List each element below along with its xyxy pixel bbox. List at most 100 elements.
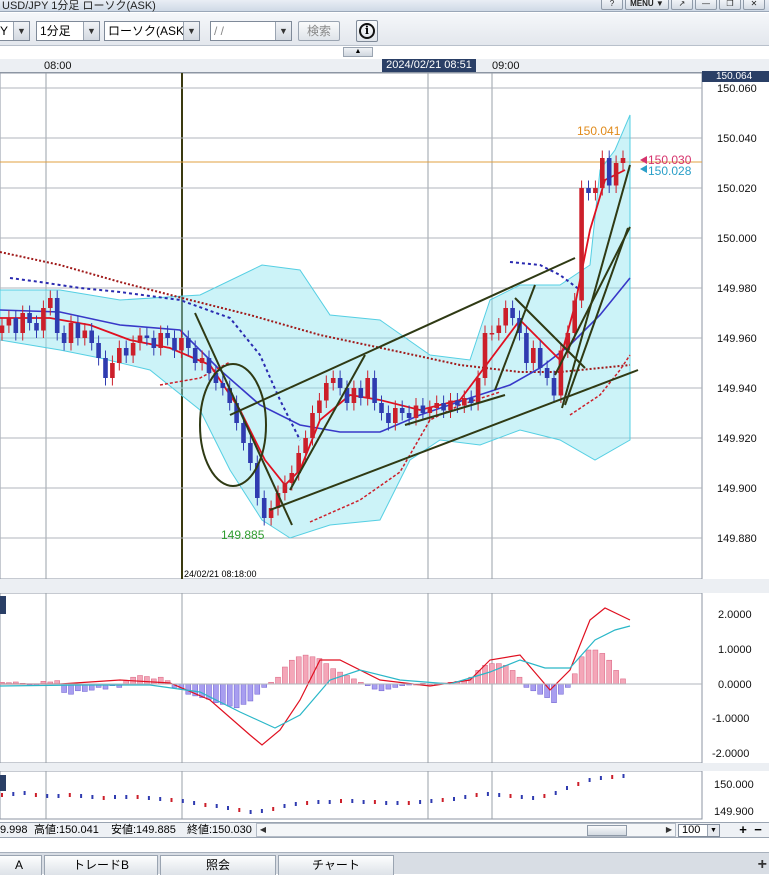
- add-tab-icon[interactable]: +: [757, 856, 767, 873]
- date-input[interactable]: / / ▼: [210, 21, 292, 41]
- candle-body: [310, 413, 315, 438]
- macd-histogram-bar: [233, 683, 240, 709]
- chevron-down-icon[interactable]: ▼: [83, 22, 99, 40]
- candle-body: [462, 398, 467, 406]
- chart-type-select[interactable]: ローソク(ASK) ▼: [104, 21, 200, 41]
- info-button[interactable]: i: [356, 20, 378, 42]
- zoom-value: 100: [682, 824, 701, 836]
- candle-body: [427, 408, 433, 413]
- chevron-down-icon[interactable]: ▼: [183, 22, 199, 40]
- minimize-button[interactable]: —: [695, 0, 717, 10]
- search-button[interactable]: 検索: [298, 21, 340, 41]
- macd-histogram-bar: [592, 649, 599, 685]
- macd-histogram-bar: [571, 673, 578, 685]
- macd-panel[interactable]: [0, 592, 703, 764]
- collapse-toolbar-button[interactable]: ▲: [343, 47, 373, 57]
- candle-body: [586, 188, 591, 193]
- symbol-select-value: Y: [0, 24, 9, 38]
- panel-splitter[interactable]: [0, 579, 769, 593]
- candle-body: [268, 508, 274, 518]
- candle-body: [489, 333, 495, 335]
- candle-body: [48, 298, 53, 308]
- price-tick-label: 149.960: [717, 333, 757, 345]
- time-tick: 08:00: [44, 60, 72, 72]
- close-button[interactable]: ✕: [743, 0, 765, 10]
- macd-histogram-bar: [509, 670, 516, 685]
- title-bar: USD/JPY 1分足 ローソク(ASK) ? MENU ▼ ↗ — ❐ ✕: [0, 0, 769, 12]
- symbol-select[interactable]: Y ▼: [0, 21, 30, 41]
- macd-histogram-bar: [289, 659, 295, 685]
- tab-a[interactable]: A: [0, 855, 42, 875]
- chevron-down-icon[interactable]: ▼: [275, 22, 291, 40]
- popout-button[interactable]: ↗: [671, 0, 693, 10]
- candle-body: [172, 338, 177, 351]
- candle-body: [482, 333, 488, 378]
- candle-body: [144, 335, 150, 338]
- macd-histogram-bar: [530, 683, 537, 692]
- candle-body: [365, 378, 370, 398]
- price-tick-label: 149.880: [717, 533, 757, 545]
- cursor-price-label: 150.064: [702, 71, 769, 82]
- macd-histogram-bar: [275, 676, 281, 685]
- scrollbar-thumb[interactable]: [587, 825, 627, 836]
- panel-handle[interactable]: [0, 596, 6, 614]
- candle-body: [441, 403, 446, 411]
- candle-body: [27, 313, 32, 323]
- interval-select[interactable]: 1分足 ▼: [36, 21, 100, 41]
- candle-body: [337, 378, 343, 388]
- scroll-right-icon[interactable]: ▶: [665, 825, 673, 834]
- trendline-upper: [229, 257, 576, 416]
- window-controls: ? MENU ▼ ↗ — ❐ ✕: [601, 0, 765, 10]
- mini-panel[interactable]: [0, 770, 703, 820]
- price-tick-label: 149.900: [717, 483, 757, 495]
- candle-body: [89, 330, 94, 343]
- chevron-down-icon[interactable]: ▼: [707, 825, 719, 836]
- candle-body: [261, 498, 267, 518]
- candle-body: [448, 400, 453, 411]
- macd-tick-label: 1.0000: [718, 644, 752, 656]
- candle-body: [613, 163, 619, 186]
- tab-chart[interactable]: チャート: [278, 855, 394, 875]
- chart-scrollbar[interactable]: ◀ ▶: [256, 823, 676, 837]
- zoom-select[interactable]: 100 ▼: [678, 824, 720, 837]
- macd-histogram-bar: [558, 683, 564, 695]
- candle-body: [151, 338, 157, 348]
- price-tick-label: 149.980: [717, 283, 757, 295]
- candle-body: [531, 348, 536, 363]
- candle-body: [600, 158, 605, 188]
- macd-histogram-bar: [585, 649, 592, 685]
- macd-histogram-bar: [123, 680, 129, 685]
- candle-body: [82, 330, 88, 338]
- price-tick-label: 150.060: [717, 83, 757, 95]
- macd-histogram-bar: [226, 683, 233, 707]
- scroll-left-icon[interactable]: ◀: [259, 825, 267, 834]
- macd-histogram-bar: [599, 653, 606, 685]
- menu-button[interactable]: MENU ▼: [625, 0, 669, 10]
- restore-button[interactable]: ❐: [719, 0, 741, 10]
- price-tick-label: 149.920: [717, 433, 757, 445]
- candle-body: [110, 363, 115, 378]
- zoom-in-icon[interactable]: +: [739, 822, 747, 837]
- panel-handle[interactable]: [0, 775, 6, 791]
- tab-trade-b[interactable]: トレードB: [44, 855, 158, 875]
- macd-histogram-bar: [371, 683, 378, 690]
- candle-body: [358, 388, 364, 398]
- candle-body: [192, 348, 198, 363]
- help-button[interactable]: ?: [601, 0, 623, 10]
- macd-histogram-bar: [344, 675, 350, 685]
- zoom-out-icon[interactable]: −: [754, 822, 762, 837]
- candle-body: [386, 413, 391, 423]
- candle-body: [468, 398, 474, 403]
- candle-body: [537, 348, 543, 368]
- candle-body: [572, 300, 577, 333]
- candle-body: [544, 368, 550, 378]
- macd-histogram-bar: [261, 683, 267, 688]
- candle-body: [213, 373, 219, 383]
- candle-body: [282, 483, 288, 493]
- ma-dotted-blue: [9, 277, 301, 441]
- chevron-down-icon[interactable]: ▼: [13, 22, 29, 40]
- panel-splitter[interactable]: [0, 763, 769, 771]
- tab-inquiry[interactable]: 照会: [160, 855, 276, 875]
- window-title: USD/JPY 1分足 ローソク(ASK): [2, 0, 156, 12]
